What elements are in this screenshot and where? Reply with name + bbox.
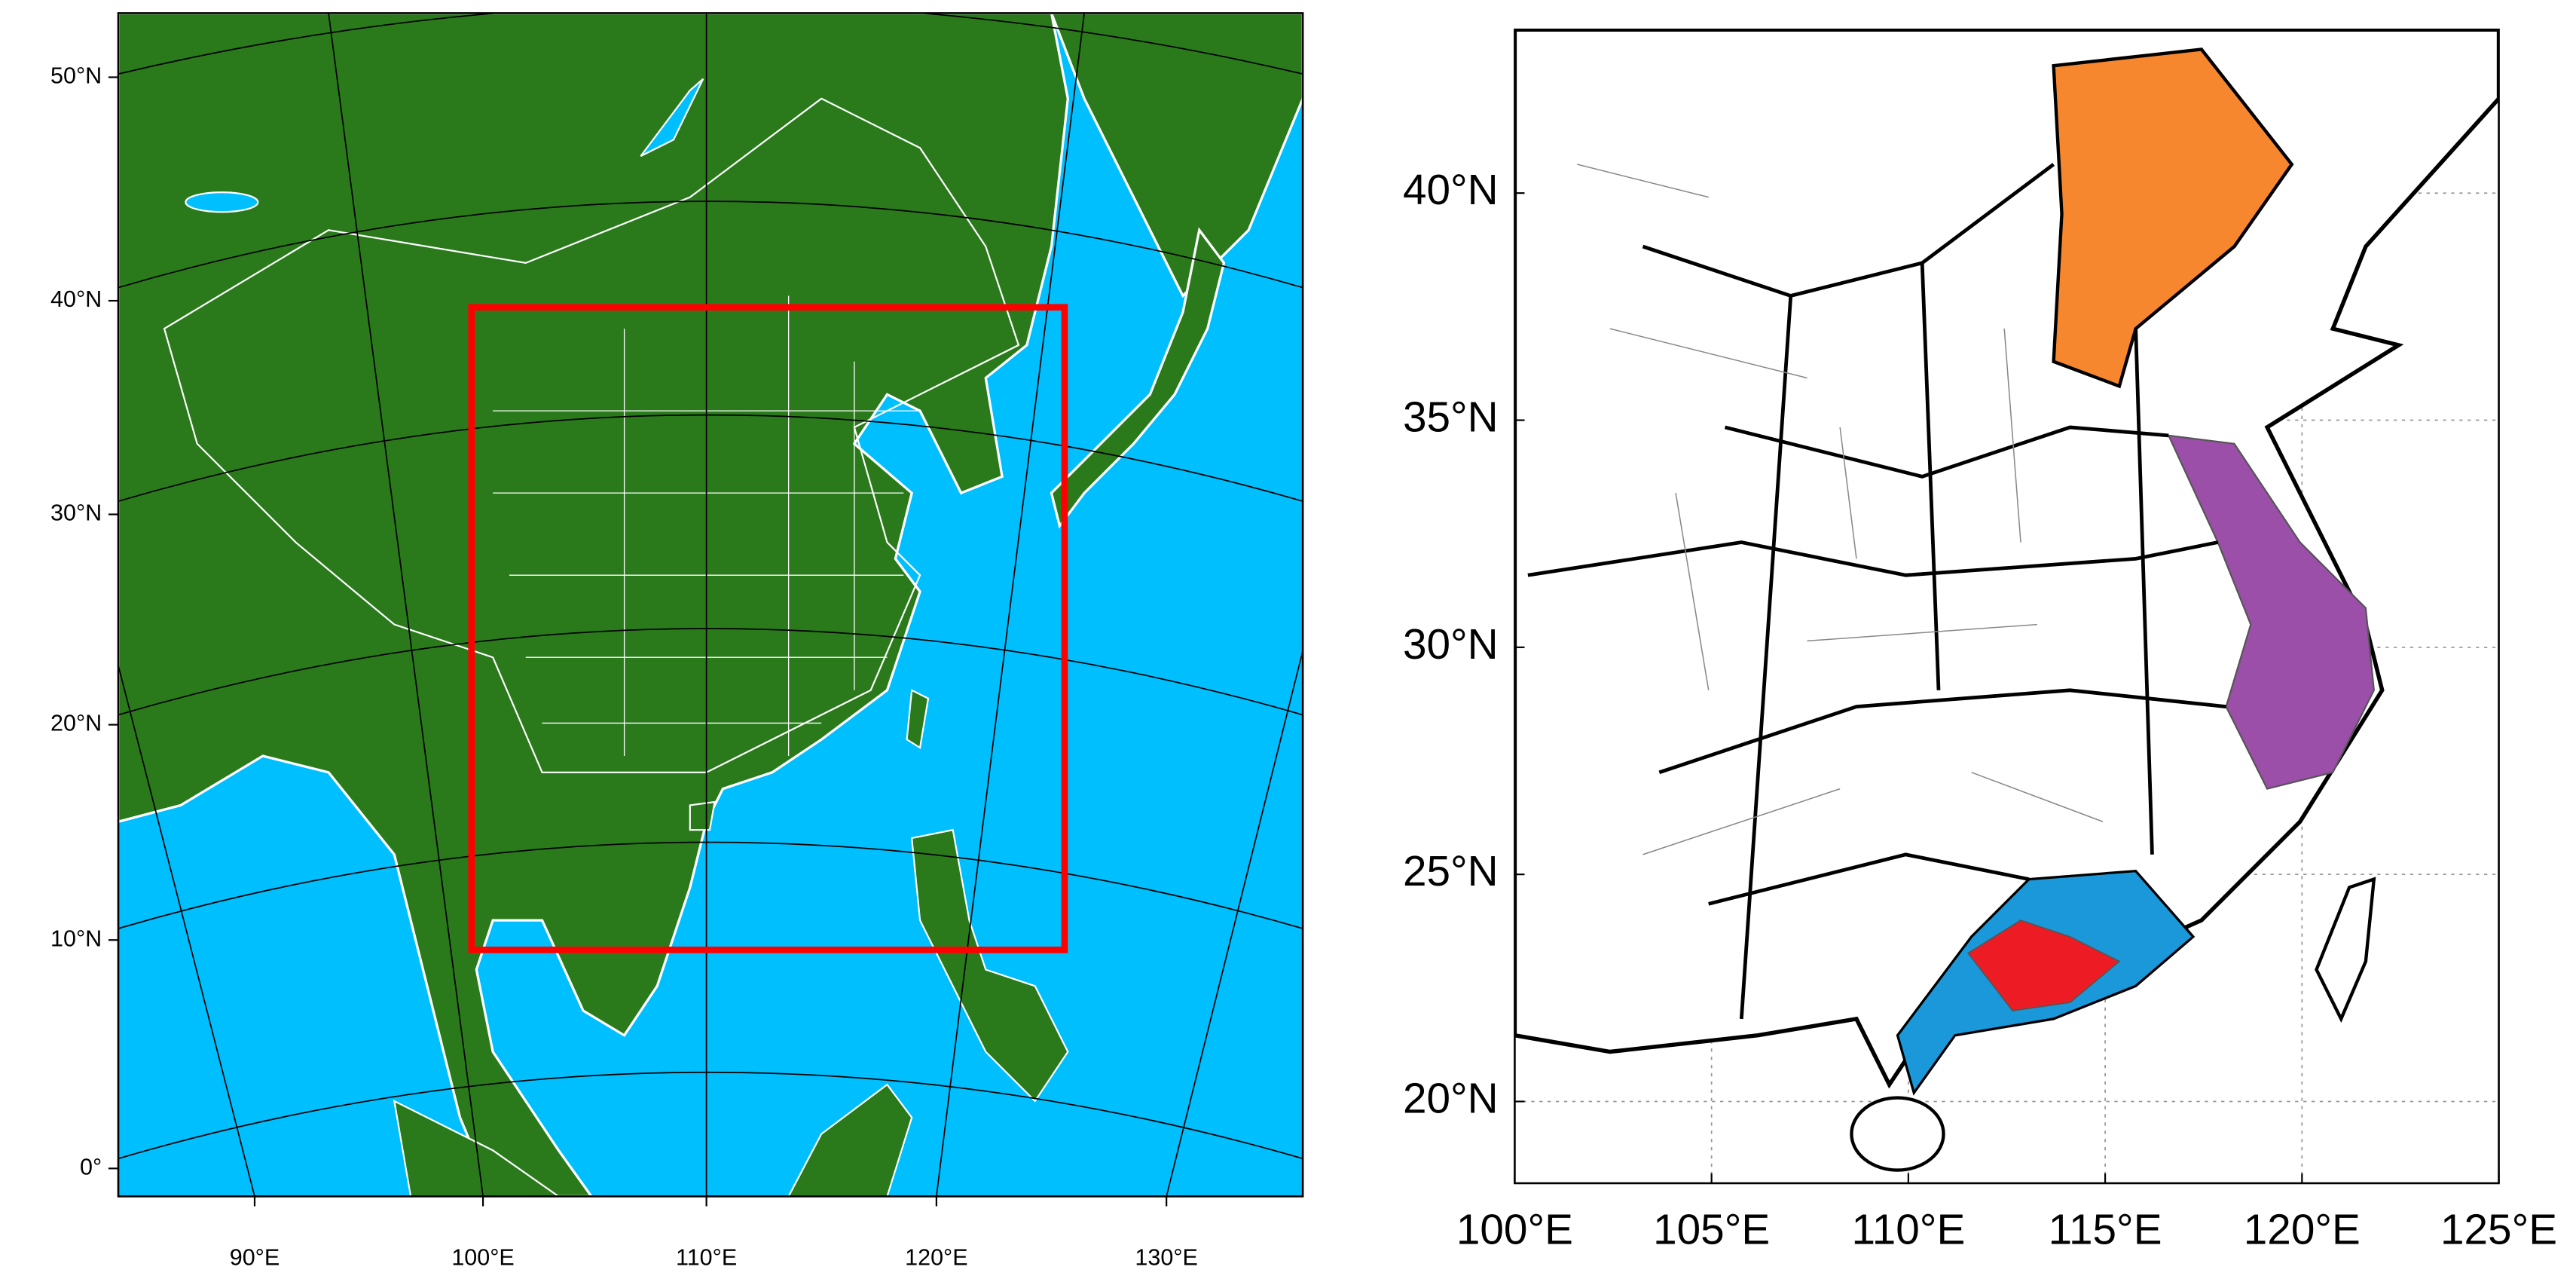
borneo (787, 1083, 913, 1197)
province-borders (1527, 163, 2226, 1020)
x-tick-label: 110°E (1851, 1206, 1965, 1253)
lat-label: 50°N (50, 63, 102, 89)
baikal (640, 78, 704, 158)
lon-label: 100°E (451, 1244, 514, 1270)
lat-label: 40°N (50, 286, 102, 312)
taiwan-island (2315, 877, 2376, 1023)
lon-label: 120°E (905, 1244, 967, 1270)
x-tick-label: 105°E (1653, 1206, 1770, 1253)
x-tick-label: 120°E (2244, 1206, 2361, 1253)
lon-label: 110°E (676, 1244, 737, 1270)
hainan-island (1850, 1096, 1945, 1172)
philippines (910, 828, 1069, 1103)
study-domain (468, 304, 1068, 953)
x-tick-label: 100°E (1456, 1206, 1573, 1253)
lon-label: 90°E (230, 1244, 280, 1270)
lon-label: 130°E (1135, 1244, 1197, 1270)
figure-content: 50°N 40°N 30°N 20°N 10°N 0° 90°E 100°E 110°E 120°… (50, 12, 2557, 1270)
balkhash (185, 191, 259, 213)
y-tick-label: 30°N (1403, 621, 1499, 669)
mainland (1514, 29, 2499, 1089)
y-tick-label: 35°N (1403, 393, 1499, 441)
left-map (118, 13, 1303, 1197)
left-frame (117, 12, 1304, 1198)
y-tick-label: 20°N (1403, 1075, 1499, 1122)
x-tick-label: 125°E (2440, 1206, 2557, 1253)
lat-label: 0° (80, 1154, 102, 1180)
lat-label: 20°N (50, 711, 102, 736)
right-map (1514, 29, 2499, 1172)
county-borders (1577, 164, 2104, 855)
y-tick-label: 25°N (1403, 848, 1499, 895)
graticule (118, 13, 1303, 1197)
purple-region (2167, 434, 2375, 790)
y-tick-label: 40°N (1403, 167, 1499, 214)
x-tick-label: 115°E (2049, 1206, 2162, 1253)
right-frame (1514, 28, 2500, 1185)
red-region (1966, 919, 2121, 1011)
lat-label: 10°N (50, 926, 102, 951)
china-border (163, 97, 1020, 773)
hainan (689, 800, 716, 831)
taiwan (906, 689, 930, 749)
lat-label: 30°N (50, 500, 102, 526)
